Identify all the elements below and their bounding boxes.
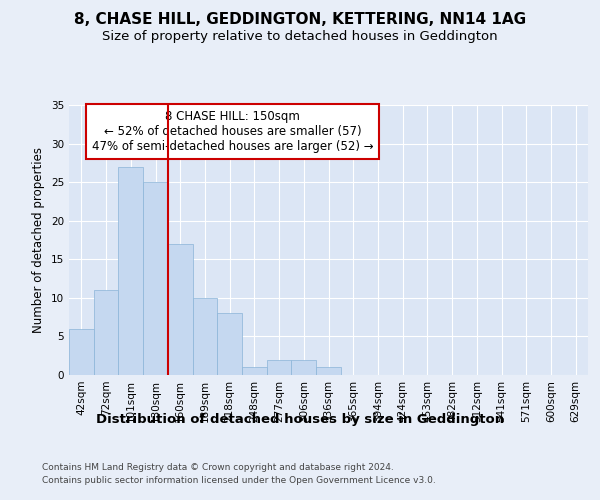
Bar — [292, 360, 316, 375]
Text: Size of property relative to detached houses in Geddington: Size of property relative to detached ho… — [102, 30, 498, 43]
Text: Distribution of detached houses by size in Geddington: Distribution of detached houses by size … — [96, 412, 504, 426]
Bar — [193, 298, 217, 375]
Text: 8 CHASE HILL: 150sqm
← 52% of detached houses are smaller (57)
47% of semi-detac: 8 CHASE HILL: 150sqm ← 52% of detached h… — [92, 110, 373, 154]
Bar — [316, 368, 341, 375]
Text: 8, CHASE HILL, GEDDINGTON, KETTERING, NN14 1AG: 8, CHASE HILL, GEDDINGTON, KETTERING, NN… — [74, 12, 526, 28]
Text: Contains public sector information licensed under the Open Government Licence v3: Contains public sector information licen… — [42, 476, 436, 485]
Bar — [267, 360, 292, 375]
Bar — [69, 328, 94, 375]
Bar — [94, 290, 118, 375]
Bar — [217, 314, 242, 375]
Bar — [143, 182, 168, 375]
Bar — [118, 166, 143, 375]
Y-axis label: Number of detached properties: Number of detached properties — [32, 147, 46, 333]
Bar — [242, 368, 267, 375]
Text: Contains HM Land Registry data © Crown copyright and database right 2024.: Contains HM Land Registry data © Crown c… — [42, 462, 394, 471]
Bar — [168, 244, 193, 375]
